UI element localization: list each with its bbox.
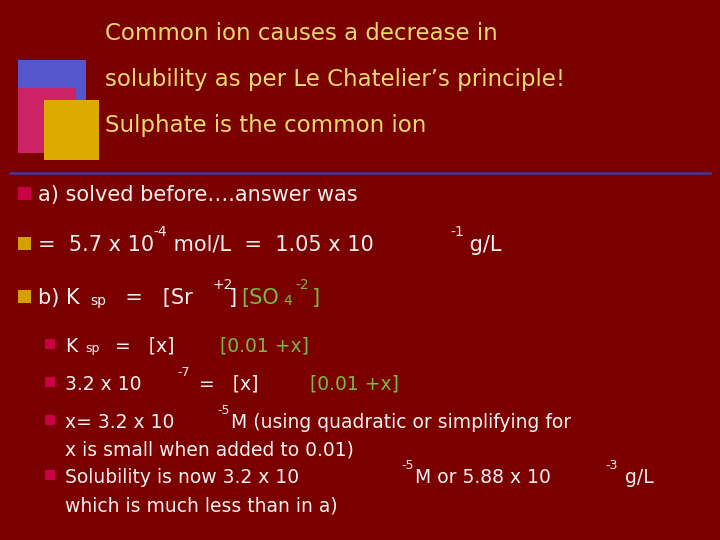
Bar <box>18 237 31 250</box>
Text: -7: -7 <box>177 366 189 379</box>
Bar <box>45 339 55 349</box>
Text: ]: ] <box>229 288 237 308</box>
Text: -5: -5 <box>217 404 230 417</box>
Bar <box>18 187 31 200</box>
Text: g/L: g/L <box>463 235 502 255</box>
Text: g/L: g/L <box>619 468 654 487</box>
Text: 3.2 x 10: 3.2 x 10 <box>65 375 142 394</box>
Text: -3: -3 <box>605 459 617 472</box>
Text: b) K: b) K <box>38 288 80 308</box>
Text: +2: +2 <box>213 278 233 292</box>
Text: -2: -2 <box>295 278 309 292</box>
Text: x is small when added to 0.01): x is small when added to 0.01) <box>65 441 354 460</box>
Text: M (using quadratic or simplifying for: M (using quadratic or simplifying for <box>231 413 571 432</box>
Text: M or 5.88 x 10: M or 5.88 x 10 <box>415 468 551 487</box>
Bar <box>45 470 55 480</box>
Bar <box>44 100 99 160</box>
Text: -1: -1 <box>450 225 464 239</box>
Text: Sulphate is the common ion: Sulphate is the common ion <box>105 114 426 137</box>
Text: x= 3.2 x 10: x= 3.2 x 10 <box>65 413 174 432</box>
Bar <box>18 60 86 135</box>
Bar <box>45 377 55 387</box>
Text: ]: ] <box>312 288 320 308</box>
Text: [SO: [SO <box>241 288 279 308</box>
Text: =   [x]: = [x] <box>193 375 258 394</box>
Text: which is much less than in a): which is much less than in a) <box>65 496 338 515</box>
Text: mol/L  =  1.05 x 10: mol/L = 1.05 x 10 <box>167 235 374 255</box>
Text: =   [Sr: = [Sr <box>112 288 193 308</box>
Text: -5: -5 <box>401 459 413 472</box>
Bar <box>18 88 76 153</box>
Text: solubility as per Le Chatelier’s principle!: solubility as per Le Chatelier’s princip… <box>105 68 565 91</box>
Text: sp: sp <box>90 294 106 308</box>
Text: Common ion causes a decrease in: Common ion causes a decrease in <box>105 22 498 45</box>
Text: 4: 4 <box>283 294 292 308</box>
Text: [0.01 +x]: [0.01 +x] <box>310 375 399 394</box>
Bar <box>18 290 31 303</box>
Text: -4: -4 <box>153 225 166 239</box>
Text: a) solved before….answer was: a) solved before….answer was <box>38 185 358 205</box>
Text: =  5.7 x 10: = 5.7 x 10 <box>38 235 154 255</box>
Text: K: K <box>65 337 77 356</box>
Text: sp: sp <box>85 342 99 355</box>
Text: Solubility is now 3.2 x 10: Solubility is now 3.2 x 10 <box>65 468 299 487</box>
Text: [0.01 +x]: [0.01 +x] <box>220 337 309 356</box>
Text: =   [x]: = [x] <box>103 337 174 356</box>
Bar <box>45 415 55 425</box>
